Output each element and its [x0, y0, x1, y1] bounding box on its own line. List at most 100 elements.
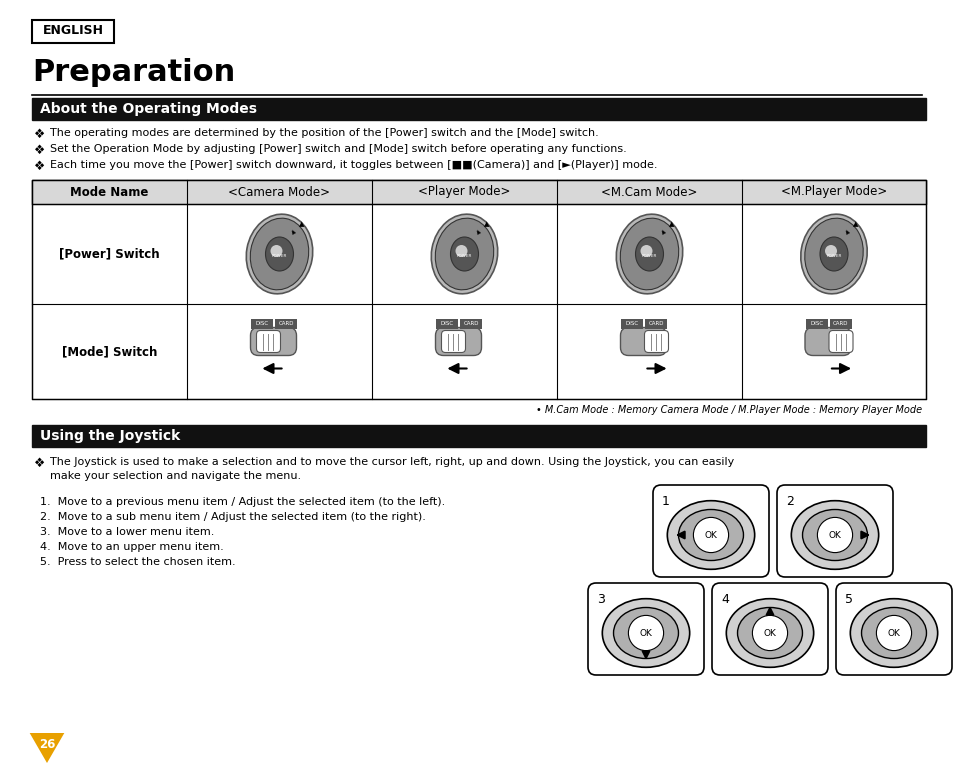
Ellipse shape [790, 501, 878, 569]
Circle shape [271, 245, 282, 257]
Text: OK: OK [704, 531, 717, 539]
Text: POWER: POWER [825, 254, 841, 258]
Ellipse shape [725, 599, 813, 667]
Circle shape [817, 517, 852, 552]
Ellipse shape [601, 599, 689, 667]
Bar [805, 319, 827, 329]
Text: POWER: POWER [641, 254, 657, 258]
Text: Each time you move the [Power] switch downward, it toggles between [■■(Camera)] : Each time you move the [Power] switch do… [50, 160, 657, 170]
Text: 26: 26 [39, 738, 55, 751]
Text: OK: OK [828, 531, 841, 539]
Circle shape [628, 615, 663, 650]
Ellipse shape [635, 237, 662, 271]
Text: DISC: DISC [255, 321, 269, 326]
Text: <Camera Mode>: <Camera Mode> [229, 185, 330, 198]
FancyBboxPatch shape [835, 583, 951, 675]
Ellipse shape [666, 501, 754, 569]
Text: [Mode] Switch: [Mode] Switch [62, 345, 157, 358]
Text: ❖: ❖ [34, 144, 45, 157]
Ellipse shape [619, 218, 678, 290]
FancyBboxPatch shape [776, 485, 892, 577]
FancyBboxPatch shape [711, 583, 827, 675]
Text: ▲: ▲ [844, 229, 850, 235]
Bar [436, 319, 458, 329]
Text: make your selection and navigate the menu.: make your selection and navigate the men… [50, 471, 301, 481]
Ellipse shape [849, 599, 937, 667]
Text: <M.Cam Mode>: <M.Cam Mode> [600, 185, 697, 198]
Text: 1.  Move to a previous menu item / Adjust the selected item (to the left).: 1. Move to a previous menu item / Adjust… [40, 497, 445, 507]
Text: CARD: CARD [648, 321, 663, 326]
Bar [645, 319, 667, 329]
Text: <M.Player Mode>: <M.Player Mode> [781, 185, 886, 198]
Text: 3: 3 [597, 593, 604, 606]
FancyBboxPatch shape [652, 485, 768, 577]
Bar [32, 425, 925, 447]
Ellipse shape [861, 607, 925, 659]
Text: [Power] Switch: [Power] Switch [59, 247, 160, 260]
Circle shape [752, 615, 787, 650]
Ellipse shape [435, 218, 494, 290]
Text: ❖: ❖ [34, 457, 45, 470]
Circle shape [693, 517, 728, 552]
Bar [275, 319, 297, 329]
Text: 5.  Press to select the chosen item.: 5. Press to select the chosen item. [40, 557, 235, 567]
Text: • M.Cam Mode : Memory Camera Mode / M.Player Mode : Memory Player Mode: • M.Cam Mode : Memory Camera Mode / M.Pl… [536, 405, 921, 415]
Text: The Joystick is used to make a selection and to move the cursor left, right, up : The Joystick is used to make a selection… [50, 457, 734, 467]
Text: OK: OK [886, 628, 900, 637]
Ellipse shape [678, 509, 742, 561]
Ellipse shape [431, 214, 497, 294]
Text: OK: OK [762, 628, 776, 637]
Ellipse shape [265, 237, 294, 271]
Text: ▲: ▲ [483, 221, 489, 227]
Text: ▲: ▲ [852, 221, 858, 227]
Circle shape [455, 245, 467, 257]
Text: Set the Operation Mode by adjusting [Power] switch and [Mode] switch before oper: Set the Operation Mode by adjusting [Pow… [50, 144, 626, 154]
Text: ❖: ❖ [34, 160, 45, 173]
FancyBboxPatch shape [435, 328, 481, 355]
FancyBboxPatch shape [644, 330, 668, 352]
Bar [620, 319, 643, 329]
Text: ▲: ▲ [290, 229, 296, 235]
Circle shape [824, 245, 836, 257]
Text: DISC: DISC [625, 321, 639, 326]
FancyBboxPatch shape [587, 583, 703, 675]
Ellipse shape [804, 218, 862, 290]
Text: DISC: DISC [440, 321, 454, 326]
Text: POWER: POWER [272, 254, 287, 258]
Bar [32, 20, 113, 43]
Text: ENGLISH: ENGLISH [43, 25, 103, 38]
FancyBboxPatch shape [804, 328, 850, 355]
Text: 2.  Move to a sub menu item / Adjust the selected item (to the right).: 2. Move to a sub menu item / Adjust the … [40, 512, 425, 522]
Ellipse shape [613, 607, 678, 659]
Text: 1: 1 [661, 495, 669, 508]
Ellipse shape [250, 218, 309, 290]
Text: ▲: ▲ [298, 221, 304, 227]
Text: OK: OK [639, 628, 652, 637]
Text: ▲: ▲ [475, 229, 481, 235]
Ellipse shape [450, 237, 478, 271]
Text: POWER: POWER [456, 254, 472, 258]
Text: ▲: ▲ [668, 221, 674, 227]
FancyBboxPatch shape [619, 328, 666, 355]
Text: CARD: CARD [463, 321, 478, 326]
Text: The operating modes are determined by the position of the [Power] switch and the: The operating modes are determined by th… [50, 128, 598, 138]
FancyBboxPatch shape [441, 330, 465, 352]
Bar [32, 180, 925, 399]
Ellipse shape [616, 214, 682, 294]
Text: <Player Mode>: <Player Mode> [417, 185, 510, 198]
Text: DISC: DISC [810, 321, 822, 326]
Ellipse shape [800, 214, 866, 294]
Bar [460, 319, 482, 329]
Bar [252, 319, 274, 329]
Bar [32, 180, 925, 204]
FancyBboxPatch shape [251, 328, 296, 355]
Text: 4.  Move to an upper menu item.: 4. Move to an upper menu item. [40, 542, 224, 552]
Text: Using the Joystick: Using the Joystick [40, 429, 180, 443]
Text: About the Operating Modes: About the Operating Modes [40, 102, 256, 116]
Bar [829, 319, 851, 329]
Ellipse shape [737, 607, 801, 659]
Circle shape [876, 615, 911, 650]
Text: ▲: ▲ [659, 229, 666, 235]
Bar [32, 98, 925, 120]
Text: 3.  Move to a lower menu item.: 3. Move to a lower menu item. [40, 527, 214, 537]
